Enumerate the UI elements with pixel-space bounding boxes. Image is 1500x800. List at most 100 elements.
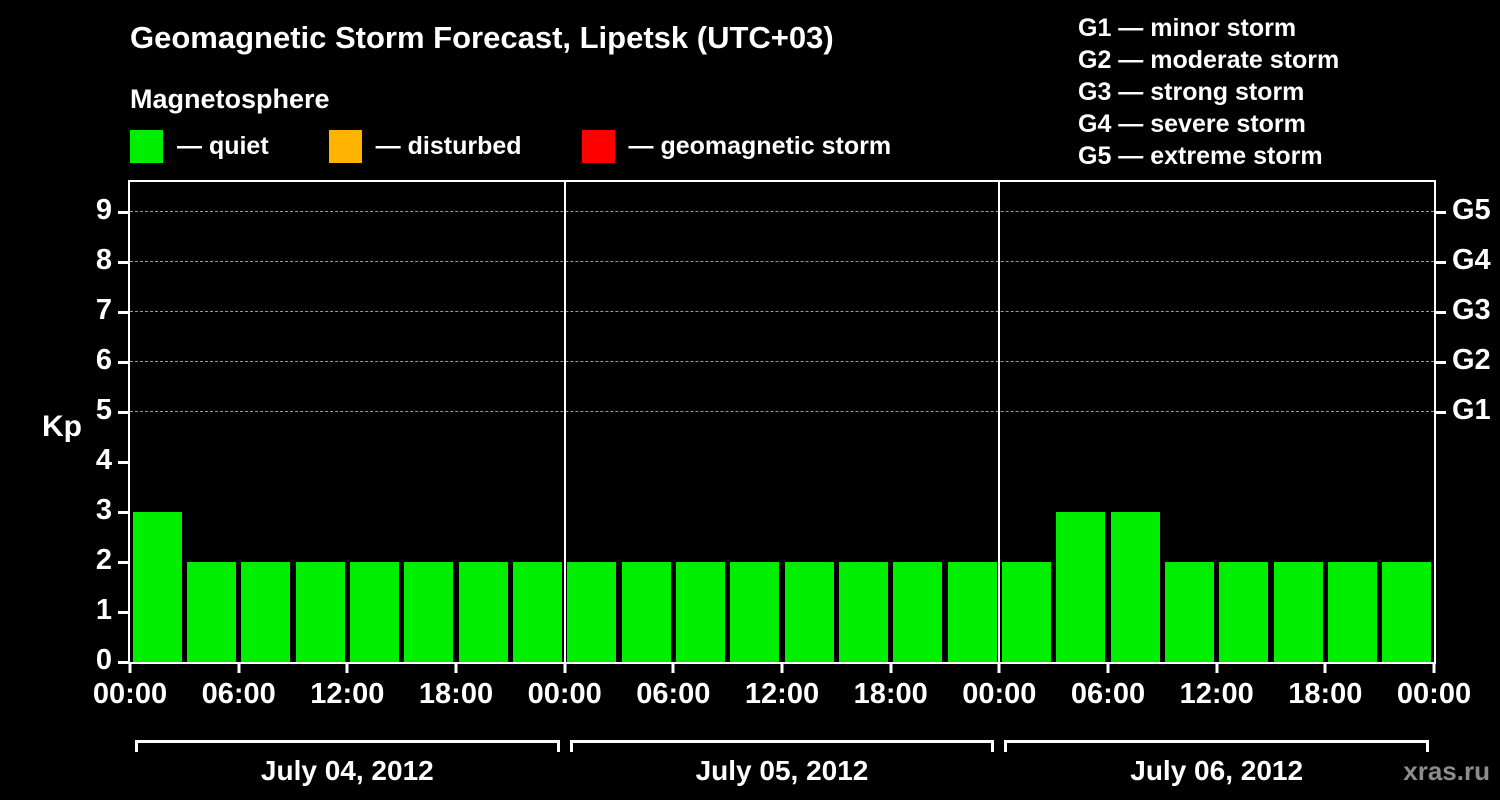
y-axis-tick-label: 2 [95, 544, 112, 576]
chart-title: Geomagnetic Storm Forecast, Lipetsk (UTC… [130, 20, 834, 55]
gridline [130, 211, 1434, 212]
kp-bar [512, 562, 563, 662]
x-axis-tick [889, 664, 893, 673]
date-bracket-end-left [569, 740, 573, 752]
gridline [130, 311, 1434, 312]
kp-bar [241, 562, 291, 662]
y-axis-tick-label: 4 [95, 444, 112, 476]
kp-bar [1001, 562, 1052, 662]
y-axis-label: Kp [42, 410, 82, 443]
g-scale-legend-item: G4 — severe storm [1078, 110, 1306, 138]
x-axis-tick-label: 18:00 [418, 678, 494, 710]
g-scale-tick-label: G5 [1452, 194, 1491, 226]
y-axis-tick-label: 8 [95, 244, 112, 276]
gridline [130, 261, 1434, 262]
legend-item-disturbed: — disturbed [328, 130, 522, 163]
g-scale-tick [1436, 311, 1446, 314]
kp-bar [838, 562, 889, 662]
x-axis-tick [128, 664, 132, 673]
g-scale-tick [1436, 211, 1446, 214]
g-scale-tick-label: G2 [1452, 344, 1491, 376]
legend-label: — disturbed [375, 132, 522, 160]
legend-swatch-disturbed [328, 130, 362, 163]
kp-bar [1056, 512, 1106, 662]
y-axis-tick [118, 561, 128, 564]
kp-bar [404, 562, 454, 662]
x-axis-tick [997, 664, 1001, 673]
g-scale-legend-item: G1 — minor storm [1078, 14, 1297, 42]
date-bracket-line [135, 740, 560, 743]
kp-bar [295, 562, 345, 662]
kp-bar [1327, 562, 1378, 662]
x-axis-tick [1323, 664, 1327, 673]
y-axis-tick [118, 261, 128, 264]
date-bracket-end-right [991, 740, 995, 752]
x-axis-tick-label: 06:00 [201, 678, 276, 710]
date-bracket-end-right [556, 740, 560, 752]
date-bracket-line [1004, 740, 1429, 743]
y-axis-tick-label: 1 [95, 594, 112, 626]
y-axis-tick-label: 5 [95, 394, 112, 426]
x-axis-tick [237, 664, 241, 673]
kp-bar [675, 562, 726, 662]
x-axis-tick [780, 664, 784, 673]
kp-bar [784, 562, 834, 662]
x-axis-tick [671, 664, 675, 673]
legend-swatch-geomagnetic-storm [581, 130, 615, 163]
legend-label: — geomagnetic storm [628, 132, 892, 160]
x-axis-tick-label: 12:00 [310, 678, 385, 710]
x-axis-tick [1215, 664, 1219, 673]
plot-area: 0 1 2 3 4 5 6 7 8 9 G1 G2 G3 G4 G5 00:00 06:00 12:00 18:00… [93, 180, 1491, 786]
date-bracket-line [569, 740, 995, 743]
x-axis-tick-label: 06:00 [636, 678, 711, 710]
date-label: July 04, 2012 [260, 755, 434, 786]
y-axis-tick [118, 311, 128, 314]
kp-bar [1164, 562, 1215, 662]
day-separator [998, 182, 1001, 662]
x-axis-tick-label: 00:00 [92, 678, 168, 710]
g-scale-tick-label: G1 [1452, 394, 1491, 426]
g-scale-legend: G1 — minor storm G2 — moderate storm G3 — … [1078, 12, 1339, 172]
legend-item-geomagnetic-storm: — geomagnetic storm [581, 130, 892, 163]
kp-bar [132, 512, 182, 662]
kp-bar [947, 562, 997, 662]
date-bracket-end-left [135, 740, 138, 752]
kp-bar [458, 562, 508, 662]
legend-item-quiet: — quiet [130, 130, 269, 163]
kp-bar [730, 562, 780, 662]
y-axis-tick-label: 9 [95, 194, 112, 226]
g-scale-tick-label: G3 [1452, 294, 1491, 326]
y-axis-tick [118, 461, 128, 464]
day-separator [563, 182, 566, 662]
x-axis-tick [1106, 664, 1110, 673]
y-axis-tick [118, 511, 128, 514]
gridline [130, 411, 1434, 412]
kp-bar [621, 562, 671, 662]
watermark: xras.ru [1403, 756, 1490, 786]
gridline [130, 361, 1434, 362]
x-axis-tick-label: 00:00 [527, 678, 602, 710]
g-scale-legend-item: G5 — extreme storm [1078, 142, 1323, 170]
g-scale-tick [1436, 411, 1446, 414]
kp-status-legend: — quiet — disturbed — geomagnetic storm [130, 130, 951, 163]
y-axis-tick-label: 3 [95, 494, 112, 526]
y-axis-tick-label: 0 [95, 644, 112, 676]
x-axis-tick-label: 12:00 [1179, 678, 1254, 710]
date-label: July 05, 2012 [695, 755, 869, 786]
x-axis-tick-label: 12:00 [744, 678, 820, 710]
y-axis-tick [118, 661, 128, 664]
y-axis-tick [118, 411, 128, 414]
legend-swatch-quiet [130, 130, 163, 163]
date-group: July 04, 2012 [135, 740, 560, 787]
date-bracket-end-right [1425, 740, 1429, 752]
x-axis-tick-label: 00:00 [962, 678, 1037, 710]
kp-bar [567, 562, 617, 662]
magnetosphere-label: Magnetosphere [130, 84, 330, 114]
x-axis-tick [345, 664, 349, 673]
x-axis-tick [454, 664, 458, 673]
y-axis-tick [118, 361, 128, 364]
g-scale-tick [1436, 361, 1446, 364]
date-label: July 06, 2012 [1130, 755, 1304, 786]
kp-bar [349, 562, 400, 662]
